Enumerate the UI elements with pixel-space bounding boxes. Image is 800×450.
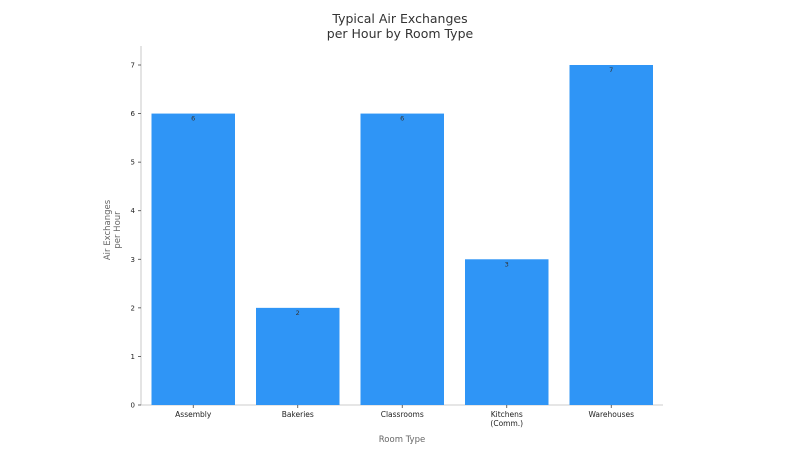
x-axis-labels: Assembly Bakeries Classrooms Kitchens (Comm.… xyxy=(175,405,634,428)
y-tick-label: 7 xyxy=(131,62,135,70)
x-axis-title: Room Type xyxy=(379,435,425,445)
data-label: 6 xyxy=(400,115,404,123)
data-label: 6 xyxy=(191,115,195,123)
bar xyxy=(256,307,340,405)
y-tick-label: 5 xyxy=(131,159,135,167)
data-label: 2 xyxy=(296,309,300,317)
chart-title: Typical Air Exchanges per Hour by Room Ty… xyxy=(327,11,474,41)
x-tick-label: Warehouses xyxy=(588,410,634,419)
data-label: 7 xyxy=(609,66,613,74)
y-tick-label: 2 xyxy=(131,304,135,312)
y-tick-label: 3 xyxy=(131,256,135,264)
y-tick-label: 6 xyxy=(131,110,136,118)
y-axis-title: Air Exchangesper Hour xyxy=(103,199,123,260)
bar xyxy=(151,113,235,406)
x-tick-label: Assembly xyxy=(175,410,212,419)
y-tick-label: 4 xyxy=(131,207,136,215)
data-label: 3 xyxy=(505,260,509,268)
y-tick-label: 0 xyxy=(131,402,135,410)
bars: 6 2 6 3 7 xyxy=(151,65,653,406)
y-tick-label: 1 xyxy=(131,353,135,361)
bar xyxy=(360,113,444,406)
bar xyxy=(569,65,653,405)
x-tick-label: Classrooms xyxy=(381,410,424,419)
x-tick-label: Kitchens (Comm.) xyxy=(490,410,523,428)
y-axis-ticks: 0 1 2 3 4 5 6 7 xyxy=(131,62,141,410)
x-tick-label: Bakeries xyxy=(282,410,314,419)
bar xyxy=(465,259,549,405)
